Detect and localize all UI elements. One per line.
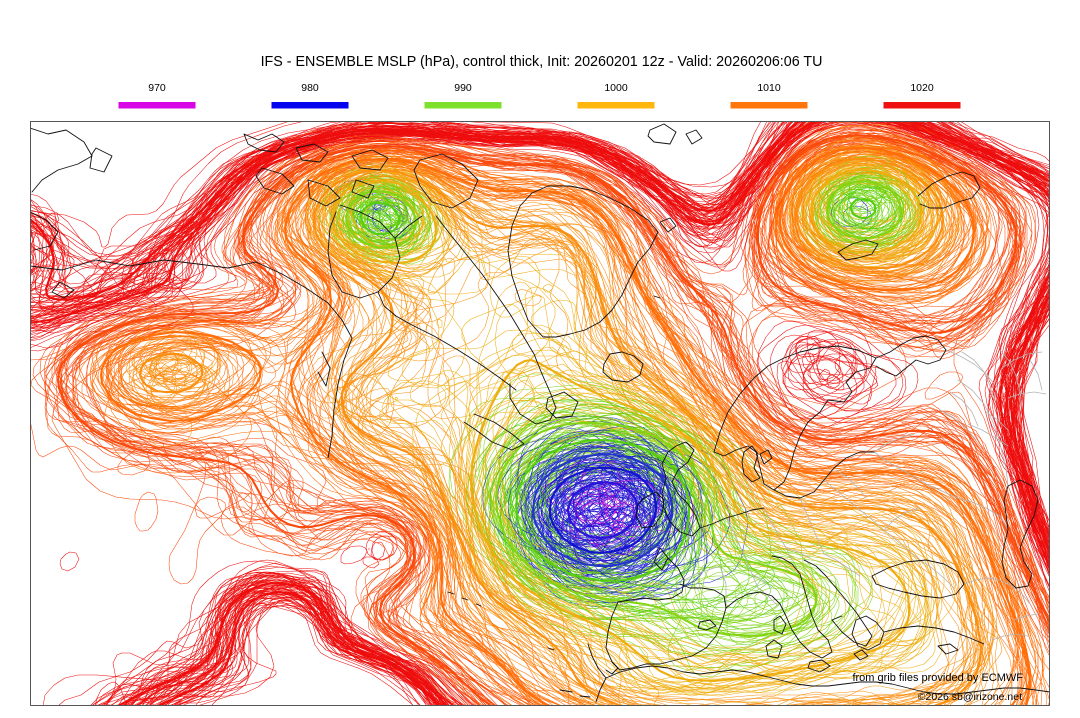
svg-text:1020: 1020 xyxy=(910,82,934,94)
svg-text:1010: 1010 xyxy=(757,82,781,94)
svg-text:©2026 sb@irizone.net: ©2026 sb@irizone.net xyxy=(918,691,1022,703)
svg-text:1000: 1000 xyxy=(604,82,628,94)
svg-text:IFS - ENSEMBLE MSLP (hPa), con: IFS - ENSEMBLE MSLP (hPa), control thick… xyxy=(261,54,823,70)
svg-text:990: 990 xyxy=(454,82,472,94)
svg-text:970: 970 xyxy=(148,82,166,94)
svg-text:980: 980 xyxy=(301,82,319,94)
svg-text:from grib files provided by EC: from grib files provided by ECMWF xyxy=(852,672,1023,684)
